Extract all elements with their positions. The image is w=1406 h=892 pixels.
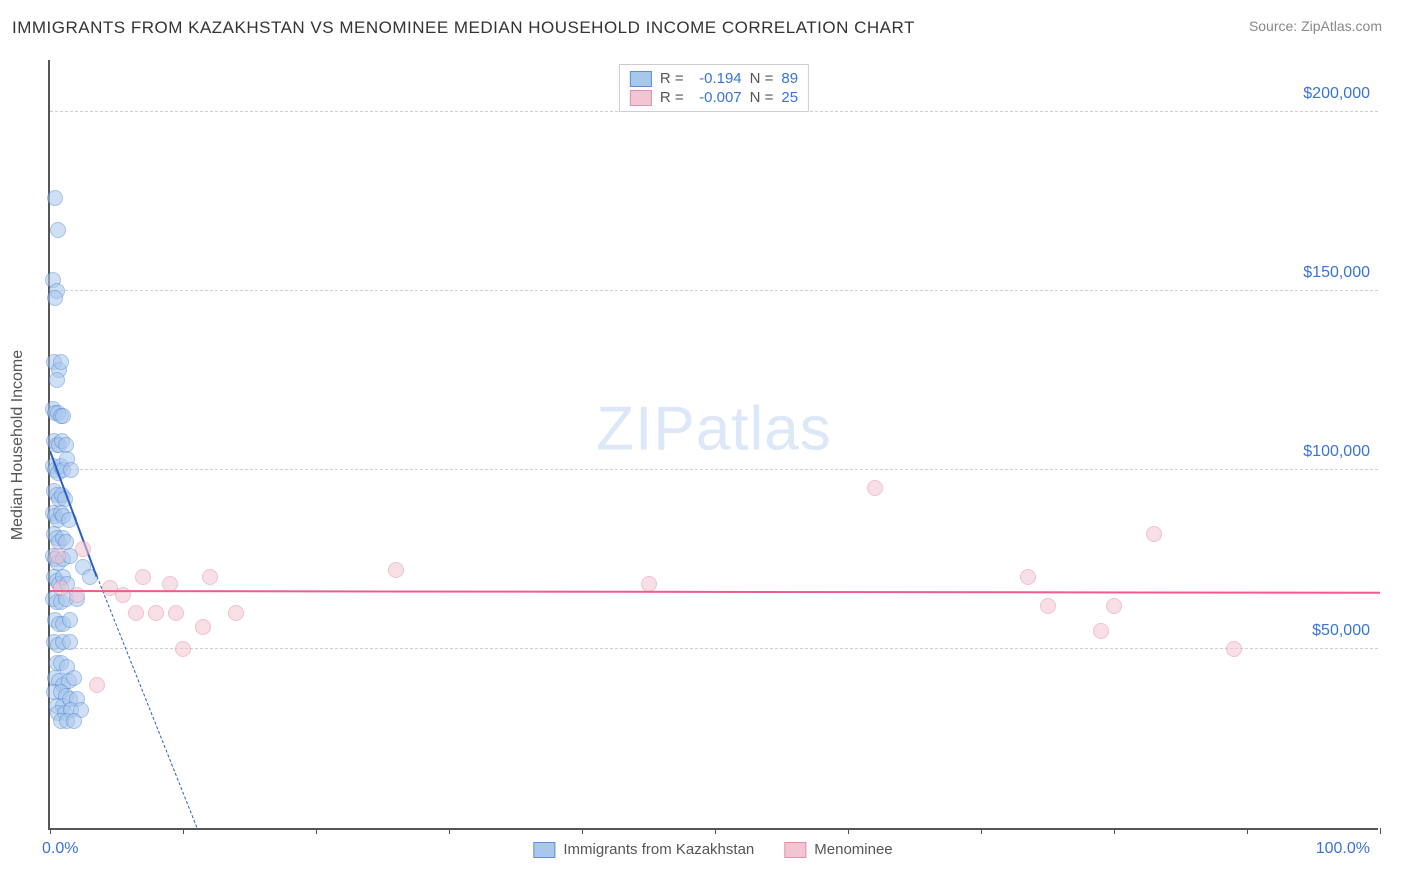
series-name: Menominee (814, 841, 892, 858)
series-swatch (784, 842, 806, 858)
x-tick (449, 828, 450, 834)
series-swatch (630, 90, 652, 106)
data-point (49, 372, 65, 388)
n-label: N = (750, 89, 774, 106)
data-point (47, 290, 63, 306)
chart-area: Median Household Income ZIPatlas R = -0.… (48, 60, 1378, 830)
data-point (62, 634, 78, 650)
data-point (1020, 569, 1036, 585)
x-tick (1114, 828, 1115, 834)
watermark: ZIPatlas (596, 393, 831, 464)
gridline (50, 111, 1378, 112)
data-point (66, 713, 82, 729)
x-tick (848, 828, 849, 834)
y-tick-label: $100,000 (1303, 443, 1370, 461)
data-point (50, 222, 66, 238)
y-tick-label: $150,000 (1303, 264, 1370, 282)
x-tick (715, 828, 716, 834)
data-point (1146, 526, 1162, 542)
x-axis-max-label: 100.0% (1316, 840, 1370, 858)
legend-item: Immigrants from Kazakhstan (533, 841, 754, 858)
gridline (50, 469, 1378, 470)
watermark-bold: ZIP (596, 394, 695, 463)
series-swatch (533, 842, 555, 858)
data-point (53, 354, 69, 370)
n-value: 25 (781, 89, 798, 106)
n-value: 89 (781, 70, 798, 87)
x-tick (50, 828, 51, 834)
trendline (50, 590, 1380, 594)
watermark-thin: atlas (696, 394, 832, 463)
data-point (1093, 623, 1109, 639)
data-point (53, 580, 69, 596)
source-label: Source: ZipAtlas.com (1249, 18, 1382, 34)
data-point (1040, 598, 1056, 614)
series-swatch (630, 71, 652, 87)
y-tick-label: $200,000 (1303, 85, 1370, 103)
x-tick (1247, 828, 1248, 834)
data-point (867, 480, 883, 496)
y-tick-label: $50,000 (1312, 622, 1370, 640)
chart-title: IMMIGRANTS FROM KAZAKHSTAN VS MENOMINEE … (12, 18, 915, 38)
data-point (135, 569, 151, 585)
chart-container: IMMIGRANTS FROM KAZAKHSTAN VS MENOMINEE … (0, 0, 1406, 892)
data-point (50, 548, 66, 564)
x-tick (1380, 828, 1381, 834)
r-label: R = (660, 70, 684, 87)
gridline (50, 290, 1378, 291)
correlation-row: R = -0.007 N = 25 (630, 88, 798, 107)
data-point (228, 605, 244, 621)
data-point (47, 190, 63, 206)
legend-item: Menominee (784, 841, 892, 858)
data-point (388, 562, 404, 578)
plot-region: ZIPatlas R = -0.194 N = 89 R = -0.007 N … (48, 60, 1378, 830)
data-point (175, 641, 191, 657)
data-point (1226, 641, 1242, 657)
x-tick (183, 828, 184, 834)
x-tick (981, 828, 982, 834)
data-point (168, 605, 184, 621)
series-legend: Immigrants from Kazakhstan Menominee (533, 841, 892, 858)
r-label: R = (660, 89, 684, 106)
x-tick (582, 828, 583, 834)
gridline (50, 648, 1378, 649)
y-axis-label: Median Household Income (9, 350, 27, 540)
data-point (1106, 598, 1122, 614)
correlation-row: R = -0.194 N = 89 (630, 69, 798, 88)
data-point (89, 677, 105, 693)
series-name: Immigrants from Kazakhstan (563, 841, 754, 858)
data-point (63, 462, 79, 478)
x-tick (316, 828, 317, 834)
n-label: N = (750, 70, 774, 87)
correlation-legend: R = -0.194 N = 89 R = -0.007 N = 25 (619, 64, 809, 112)
data-point (195, 619, 211, 635)
r-value: -0.194 (692, 70, 742, 87)
data-point (62, 612, 78, 628)
data-point (148, 605, 164, 621)
x-axis-min-label: 0.0% (42, 840, 78, 858)
data-point (128, 605, 144, 621)
data-point (55, 408, 71, 424)
r-value: -0.007 (692, 89, 742, 106)
data-point (202, 569, 218, 585)
data-point (75, 541, 91, 557)
data-point (66, 670, 82, 686)
